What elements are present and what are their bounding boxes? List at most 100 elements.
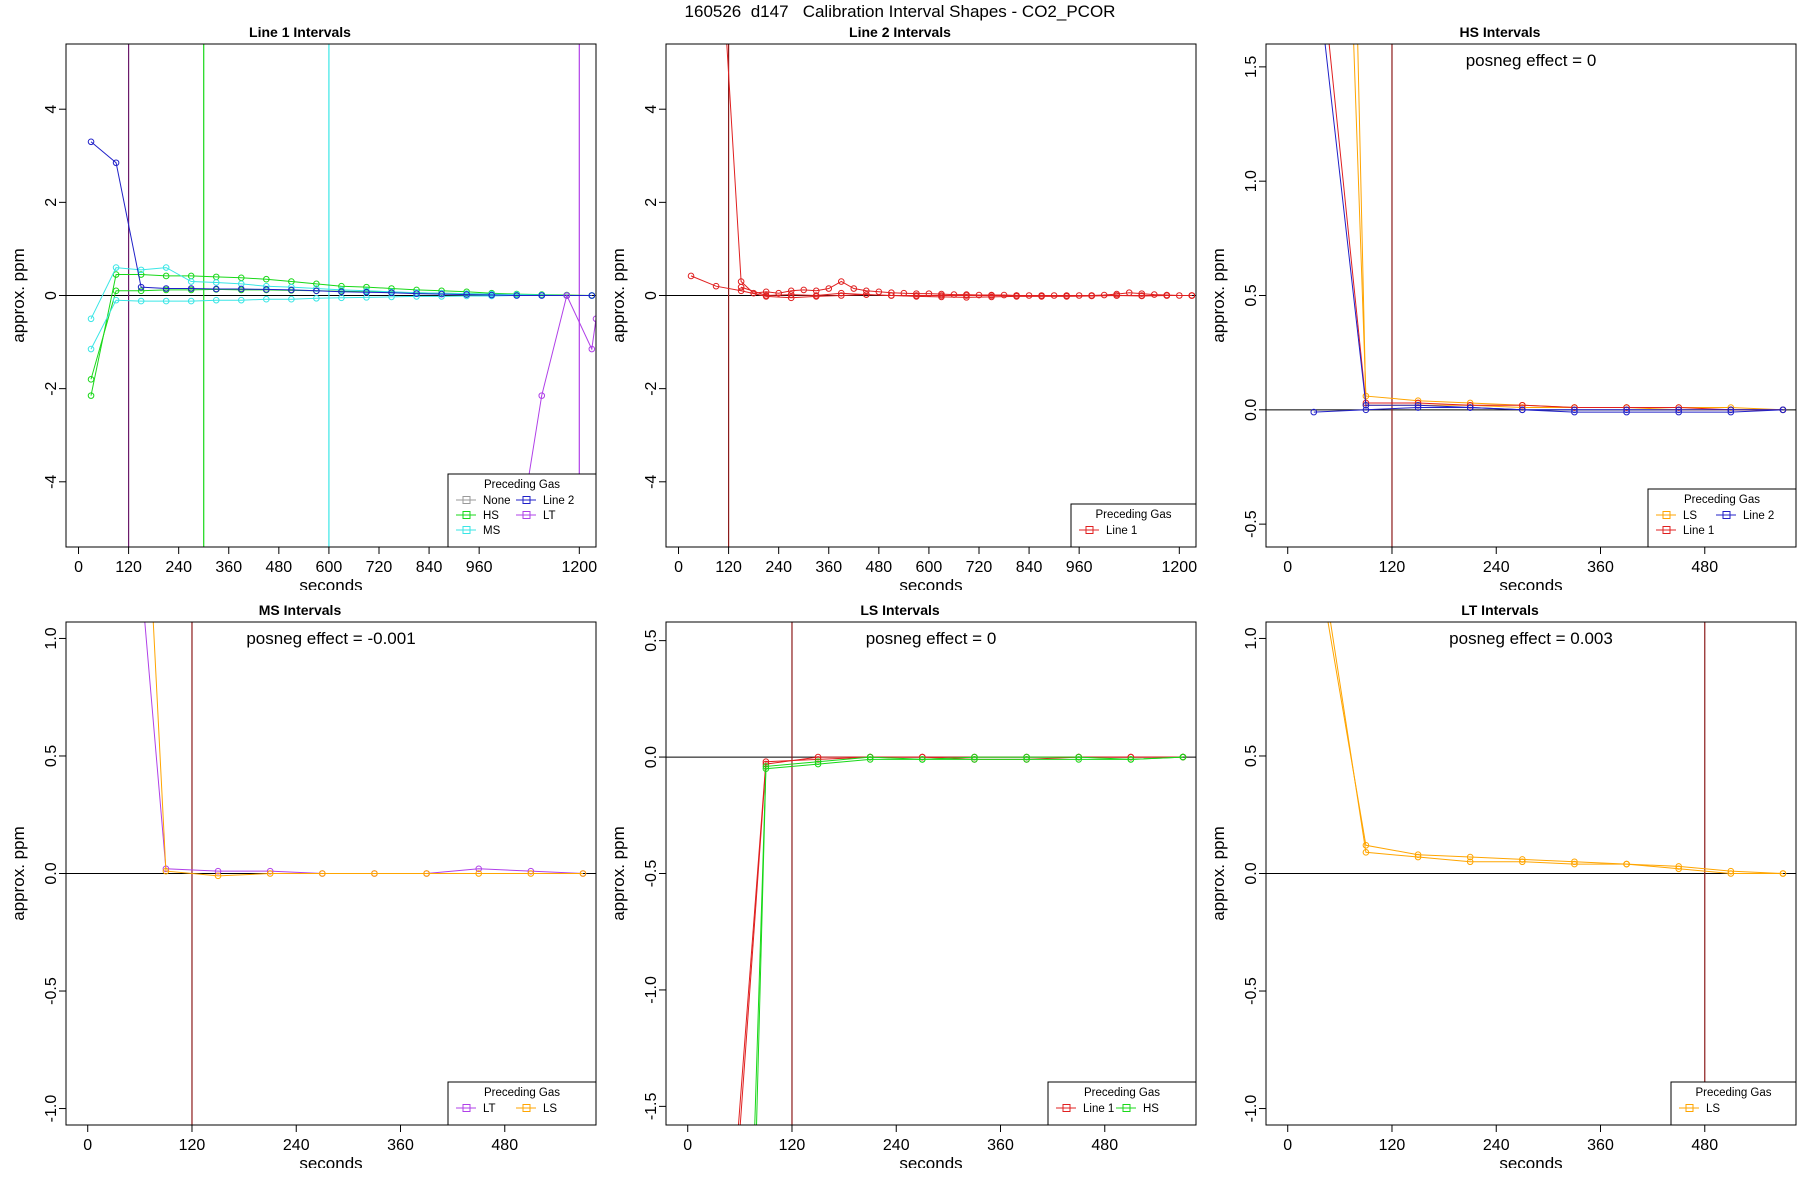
data-point-line-1 (1038, 292, 1045, 300)
x-tick-label: 960 (466, 559, 493, 576)
data-point-line-1 (814, 753, 822, 761)
legend-label-line-1: Line 1 (1683, 525, 1714, 537)
data-point-ls (1414, 853, 1422, 861)
y-tick-label: 0.0 (43, 862, 60, 884)
x-tick-label: 480 (1091, 1137, 1118, 1154)
x-axis-label: seconds (299, 1154, 362, 1168)
data-point-lt (592, 315, 596, 323)
data-point-ls (1675, 865, 1683, 873)
data-point-hs (137, 287, 145, 295)
series-line-hs (754, 756, 1184, 1125)
y-tick-label: 0.0 (1243, 399, 1260, 421)
y-tick-label: 2 (643, 198, 660, 207)
chart-lt-intervals: 0 120 240 360 480 -1.0 -0.5 0.0 0.5 1.0 seconds app… (1209, 621, 1797, 1173)
data-point-line-1 (1675, 404, 1683, 411)
legend-title: Preceding Gas (1684, 494, 1760, 506)
series-line-lt (144, 622, 584, 874)
data-point-ls (1571, 860, 1578, 868)
data-point-line-2 (212, 285, 220, 293)
data-point-line-1 (1063, 292, 1070, 300)
data-point-hs (919, 756, 926, 763)
legend-box (1647, 488, 1797, 548)
data-point-line-1 (1519, 401, 1526, 409)
legend-label-lt: LT (543, 510, 556, 522)
x-tick-label: 0 (1283, 559, 1292, 576)
plot-frame (65, 621, 597, 1126)
data-point-line-1 (888, 292, 895, 299)
data-point-ms (338, 286, 345, 294)
data-point-ms (112, 264, 120, 271)
chart-ls-intervals: 0 120 240 360 480 -1.5 -1.0 -0.5 0.0 0.5 seconds ap… (609, 621, 1197, 1173)
x-tick-label: 0 (83, 1137, 92, 1154)
data-point-ls (527, 870, 535, 877)
series-line-ls (1329, 622, 1783, 874)
data-point-line-1 (837, 278, 845, 285)
y-tick-label: 0.0 (1243, 862, 1260, 884)
data-point-ms (237, 296, 245, 304)
x-axis-label: seconds (1499, 576, 1562, 590)
data-point-line-2 (1310, 408, 1318, 416)
series-line-line-2 (1324, 44, 1783, 411)
data-point-line-1 (850, 285, 858, 292)
data-point-lt (475, 865, 483, 873)
y-tick-label: -0.5 (1243, 977, 1260, 1005)
legend-marker-none (462, 496, 471, 504)
legend-box (1047, 1081, 1197, 1126)
panel-line-2-intervals: Line 2 Intervals 0 120 240 360 480 600 720 840 9… (600, 24, 1200, 595)
data-point-line-2 (313, 287, 320, 295)
x-tick-label: 720 (966, 559, 993, 576)
data-point-ms (87, 345, 95, 353)
data-point-line-1 (1623, 404, 1630, 411)
series-line-ls (1353, 44, 1784, 411)
data-point-line-2 (388, 289, 395, 297)
data-point-line-1 (787, 291, 795, 298)
data-point-hs (814, 760, 822, 768)
data-point-line-2 (1623, 406, 1630, 414)
data-point-ms (162, 264, 170, 271)
data-point-ms (137, 266, 145, 274)
legend-marker-hs (1122, 1104, 1131, 1112)
x-tick-label: 240 (1483, 1137, 1510, 1154)
data-point-line-1 (1013, 292, 1020, 299)
data-point-hs (1179, 753, 1187, 761)
x-tick-label: 240 (283, 1137, 310, 1154)
series-line-line-1 (740, 286, 1192, 297)
data-point-line-2 (363, 288, 370, 296)
x-tick-label: 360 (215, 559, 242, 576)
data-point-line-1 (1088, 292, 1095, 299)
legend-marker-line-1 (1662, 526, 1671, 534)
series-line-ls (152, 622, 583, 877)
data-point-ms (162, 297, 170, 305)
series-line-line-1 (726, 44, 1192, 296)
panel-title: HS Intervals (1459, 24, 1541, 40)
y-tick-label: 1.0 (1243, 170, 1260, 192)
data-point-line-1 (837, 289, 845, 297)
legend-marker-line-2 (1722, 511, 1731, 519)
data-point-line-1 (1113, 292, 1121, 299)
data-point-ls (1362, 849, 1370, 856)
data-point-line-1 (737, 287, 745, 295)
y-axis-label: approx. ppm (9, 248, 28, 343)
x-tick-label: 600 (916, 559, 943, 576)
legend: Preceding Gas Line 1 HS (1047, 1081, 1197, 1126)
data-point-ls (266, 870, 274, 877)
data-point-ls (1519, 858, 1526, 866)
data-point-line-1 (762, 292, 770, 299)
legend-marker-line-1 (1085, 526, 1094, 534)
x-tick-label: 720 (366, 559, 393, 576)
y-tick-label: 1.0 (1243, 627, 1260, 649)
data-point-line-2 (1519, 406, 1526, 414)
x-tick-label: 360 (815, 559, 842, 576)
panel-line-1-intervals: Line 1 Intervals 0 120 240 360 480 600 720 840 9… (0, 24, 600, 595)
legend-label-line-2: Line 2 (1743, 510, 1774, 522)
y-tick-label: 0.5 (43, 745, 60, 767)
y-tick-label: -1.5 (643, 1092, 660, 1120)
y-tick-label: 0 (643, 291, 660, 300)
data-point-ls (1779, 870, 1787, 877)
data-point-line-2 (1571, 406, 1578, 414)
data-point-line-1 (1571, 404, 1578, 411)
data-point-ls (371, 870, 378, 877)
data-point-ms (313, 294, 320, 302)
series-line-ls (1327, 622, 1784, 874)
x-axis-label: seconds (1499, 1154, 1562, 1168)
